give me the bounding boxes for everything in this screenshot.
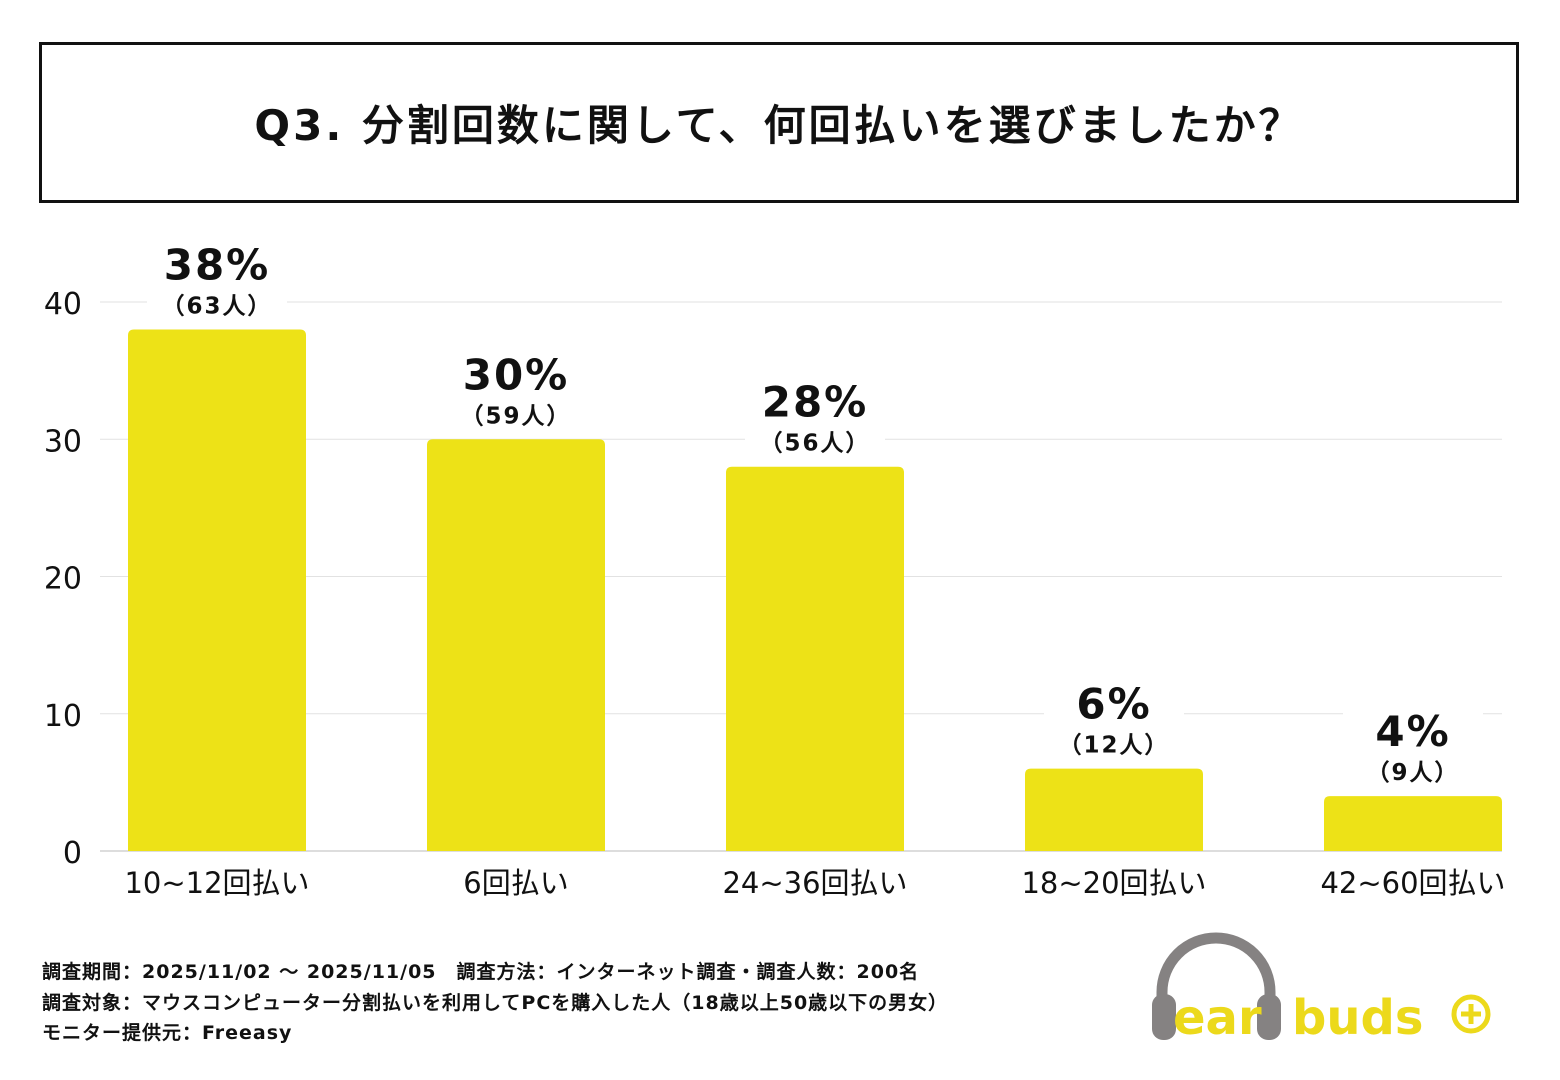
chart-title: Q3. 分割回数に関して、何回払いを選びましたか？ <box>254 101 1304 150</box>
percent-label: 30% <box>463 350 570 399</box>
label-background <box>1343 704 1483 789</box>
label-background <box>446 347 586 432</box>
percent-label: 28% <box>762 378 869 427</box>
headphone-band-icon <box>1156 932 1276 1012</box>
percent-label: 6% <box>1076 680 1151 729</box>
x-tick-label: 18~20回払い <box>1021 866 1206 900</box>
bar <box>1025 768 1203 851</box>
y-tick-label: 20 <box>44 562 82 597</box>
y-tick-label: 10 <box>44 699 82 734</box>
percent-label: 38% <box>164 240 271 289</box>
percent-label: 4% <box>1375 707 1450 756</box>
x-tick-label: 24~36回払い <box>722 866 907 900</box>
x-tick-label: 42~60回払い <box>1320 866 1505 900</box>
bar <box>128 329 306 851</box>
earbuds-logo: ear buds <box>1152 932 1491 1046</box>
plus-icon <box>1451 994 1491 1034</box>
left-earcup <box>1152 994 1176 1040</box>
x-tick-label: 10~12回払い <box>124 866 309 900</box>
count-label: （9人） <box>1366 759 1459 786</box>
logo-ear: ear <box>1173 990 1262 1046</box>
count-label: （12人） <box>1058 732 1169 759</box>
x-tick-label: 6回払い <box>463 866 568 900</box>
bar <box>1324 796 1502 851</box>
footer-survey-period: 調査期間：2025/11/02 ～ 2025/11/05 調査方法：インターネッ… <box>42 961 920 983</box>
footer-monitor-source: モニター提供元：Freeasy <box>42 1022 293 1044</box>
label-background <box>745 374 885 459</box>
footer-survey-target: 調査対象：マウスコンピューター分割払いを利用してPCを購入した人（18歳以上50… <box>42 992 949 1014</box>
title-box: Q3. 分割回数に関して、何回払いを選びましたか？ <box>39 42 1519 203</box>
count-label: （56人） <box>759 430 870 457</box>
count-label: （63人） <box>161 292 272 319</box>
count-label: （59人） <box>460 402 571 429</box>
label-background <box>147 237 287 322</box>
logo-buds: buds <box>1292 990 1423 1046</box>
label-background <box>1044 676 1184 761</box>
y-tick-label: 40 <box>44 287 82 322</box>
bar-chart: 0 10 20 30 40 38% （63人） 10~12回払い 30% （59人） 6回払い 28%… <box>43 237 1506 900</box>
y-tick-label: 30 <box>44 424 82 459</box>
y-tick-label: 0 <box>63 836 82 871</box>
right-earcup <box>1257 994 1281 1040</box>
bar <box>726 466 904 851</box>
bar <box>427 439 605 851</box>
